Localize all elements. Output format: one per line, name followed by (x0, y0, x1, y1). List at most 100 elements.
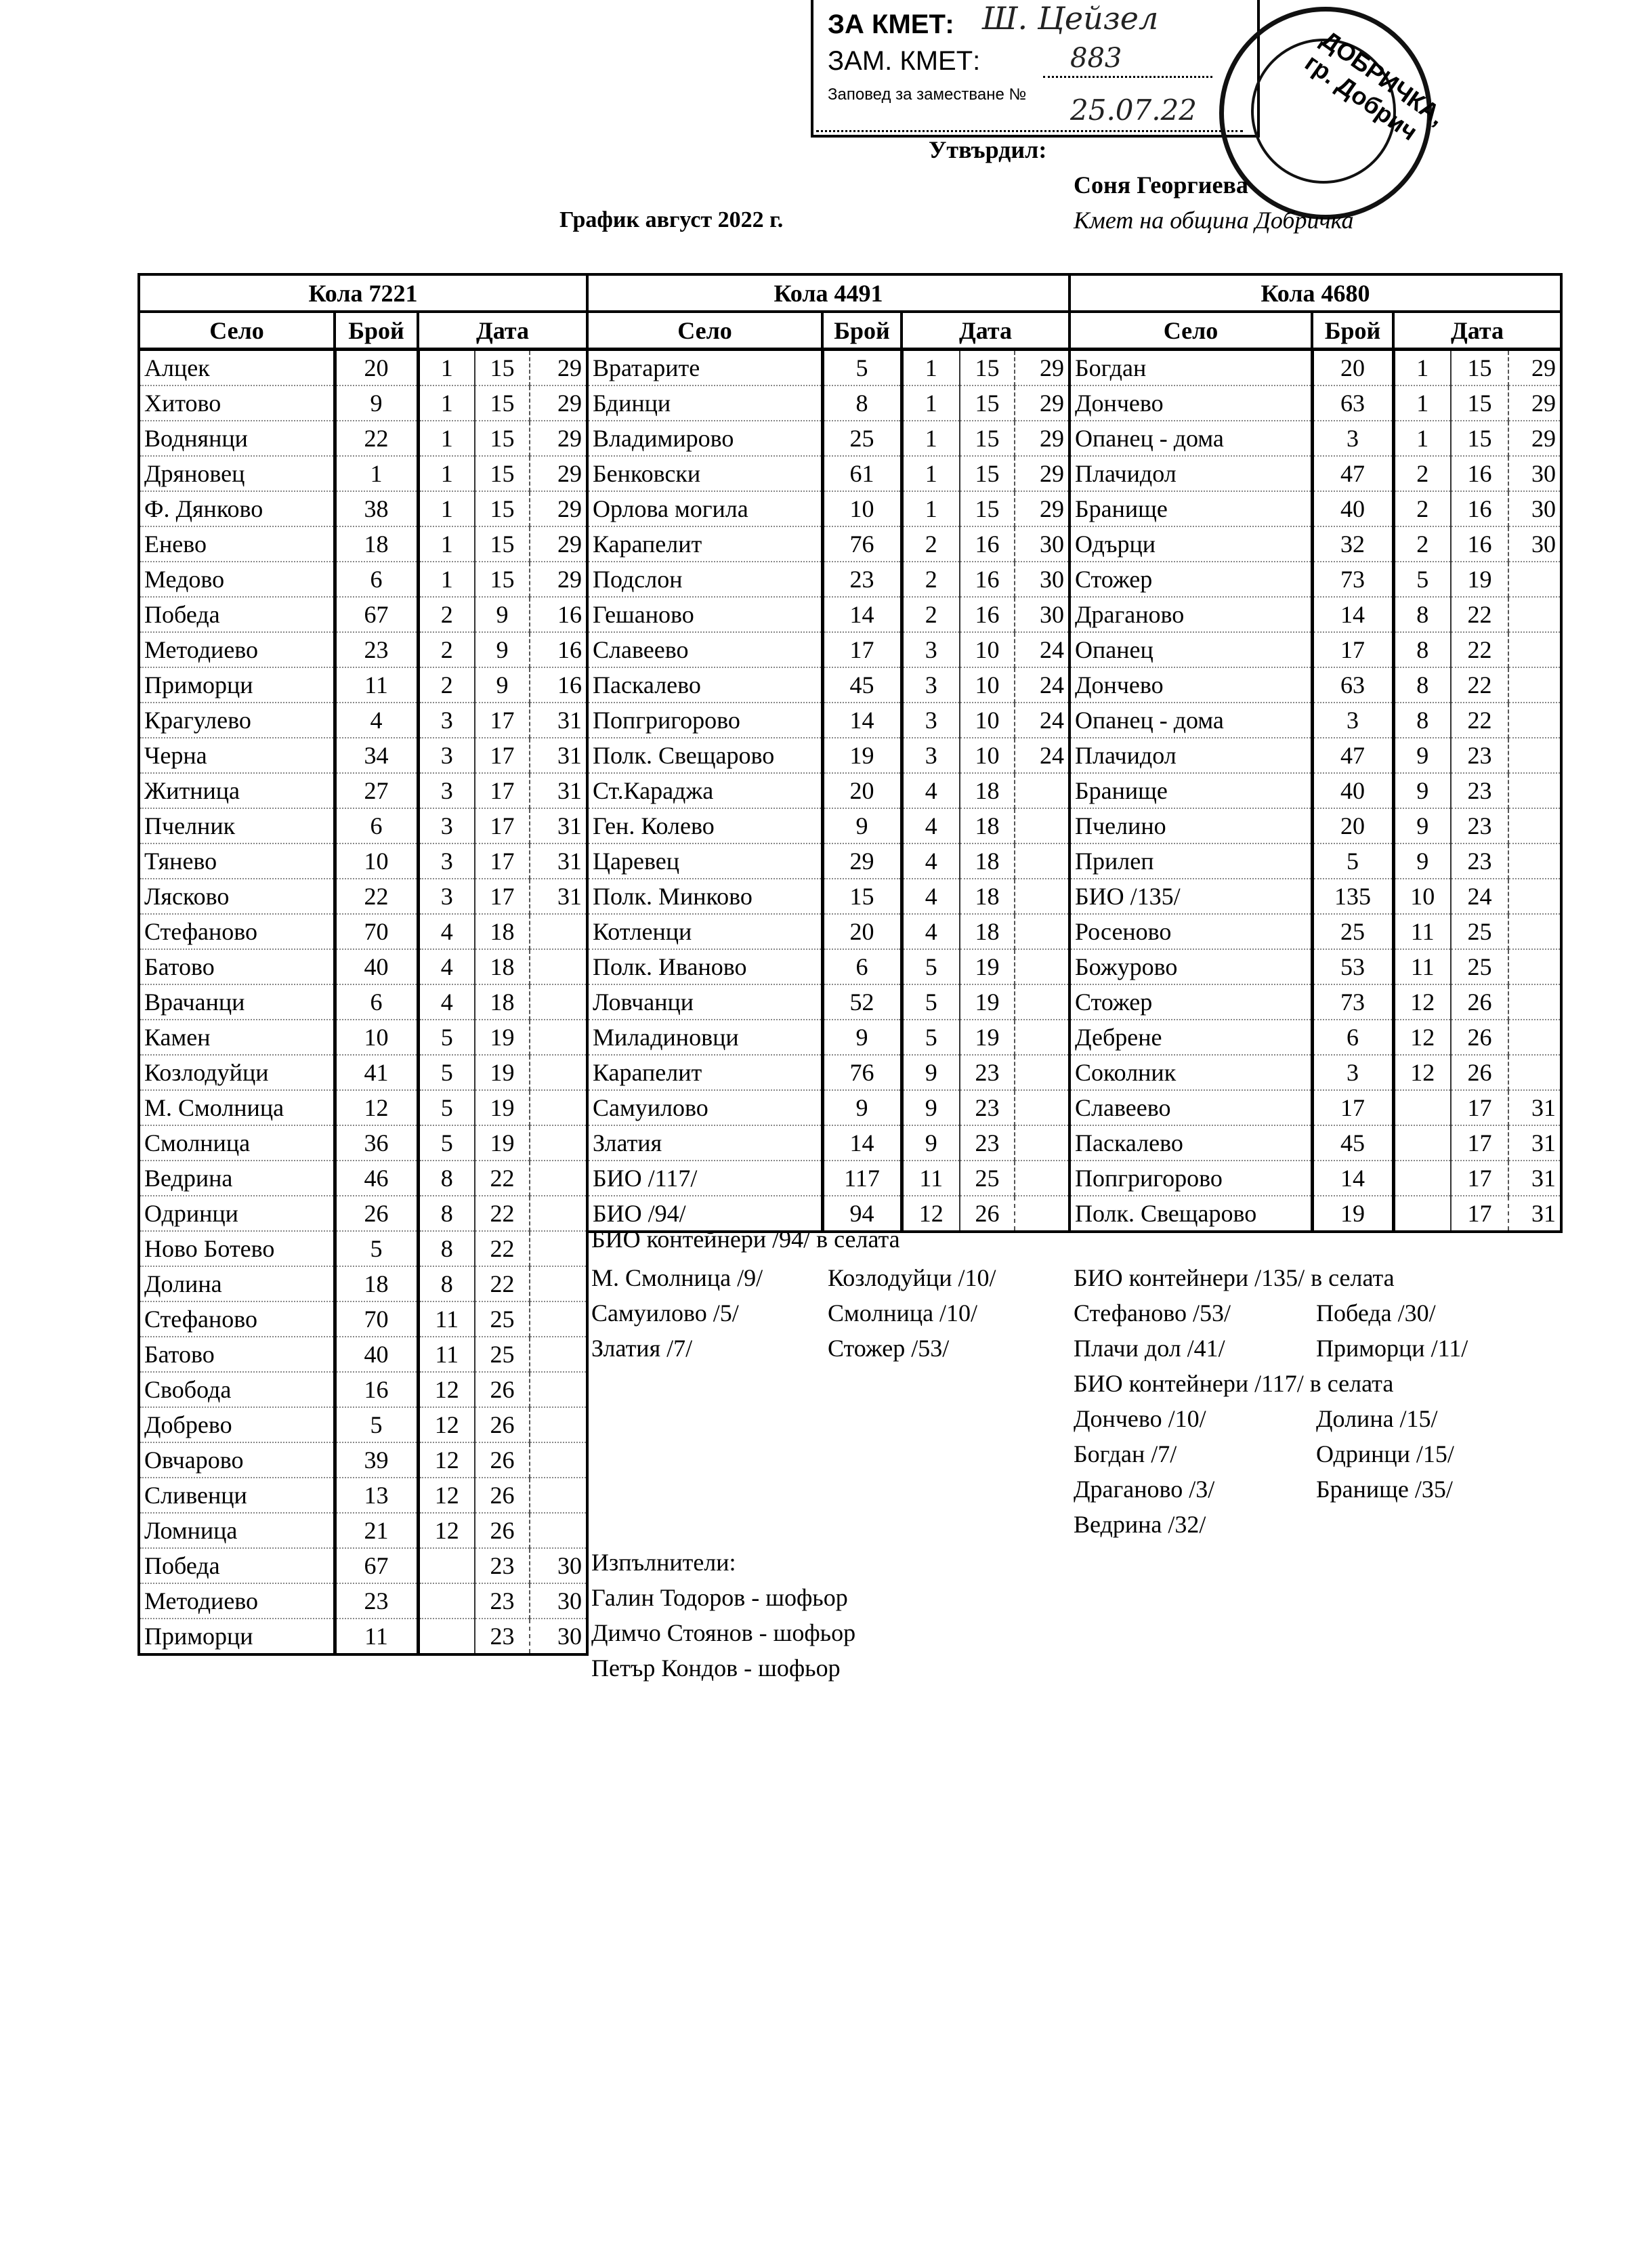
column-header-date: Дата (899, 312, 1072, 351)
village-cell: Батово (137, 949, 335, 985)
count-cell: 3 (1310, 421, 1393, 457)
date-cell-2: 15 (474, 421, 530, 457)
schedule-table-4680: Кола 4680 Село Брой Дата Богдан 20 1 15 29 Дончев… (1067, 273, 1563, 1233)
date-cell-1: 4 (416, 914, 475, 950)
bio-117-item: Ведрина /32/ (1074, 1511, 1206, 1538)
date-cell-3 (1013, 1125, 1072, 1161)
date-cell-1: 5 (899, 984, 960, 1020)
date-cell-3: 31 (528, 703, 589, 738)
count-cell: 5 (333, 1407, 418, 1443)
count-cell: 53 (1310, 949, 1393, 985)
village-cell: Приморци (137, 1619, 335, 1656)
village-cell: Полк. Свещарово (1068, 1196, 1312, 1233)
village-cell: Крагулево (137, 703, 335, 738)
vehicle-header: Кола 4680 (1067, 273, 1563, 313)
date-cell-1: 1 (416, 456, 475, 492)
count-cell: 14 (820, 597, 902, 633)
table-row: Стожер 73 5 19 (1068, 562, 1563, 598)
date-cell-1: 1 (416, 385, 475, 421)
date-cell-3 (1507, 562, 1563, 598)
date-cell-1: 4 (899, 843, 960, 879)
table-row: Сливенци 13 12 26 (137, 1478, 589, 1514)
count-cell: 17 (1310, 1090, 1393, 1126)
date-cell-2: 16 (1450, 491, 1508, 527)
village-cell: Дончево (1068, 385, 1312, 421)
table-row: Ново Ботево 5 8 22 (137, 1231, 589, 1267)
date-cell-1: 3 (416, 738, 475, 774)
village-cell: Божурово (1068, 949, 1312, 985)
village-cell: Одърци (1068, 526, 1312, 562)
date-cell-1: 3 (416, 879, 475, 915)
date-cell-3: 29 (1013, 349, 1072, 386)
table-row: БИО /94/94 12 26 (586, 1196, 1072, 1233)
date-cell-2: 18 (474, 914, 530, 950)
date-cell-3: 30 (1013, 597, 1072, 633)
village-cell: Свобода (137, 1372, 335, 1408)
date-cell-3 (528, 1478, 589, 1514)
date-cell-3: 31 (528, 773, 589, 809)
village-cell: Гешаново (586, 597, 822, 633)
count-cell: 39 (333, 1442, 418, 1478)
date-cell-1: 1 (416, 491, 475, 527)
table-row: Методиево 23 23 30 (137, 1583, 589, 1619)
table-row: Тянево 10 3 17 31 (137, 843, 589, 879)
count-cell: 23 (333, 632, 418, 668)
date-cell-3: 29 (528, 349, 589, 386)
date-cell-2: 19 (474, 1055, 530, 1091)
table-row: Славеево 17 17 31 (1068, 1090, 1563, 1126)
date-cell-1: 2 (899, 597, 960, 633)
date-cell-1 (1391, 1125, 1451, 1161)
date-cell-1 (1391, 1196, 1451, 1233)
count-cell: 14 (820, 1125, 902, 1161)
date-cell-2: 15 (474, 491, 530, 527)
date-cell-2: 17 (1450, 1090, 1508, 1126)
date-cell-3: 30 (1507, 456, 1563, 492)
table-row: Пчелник 6 3 17 31 (137, 808, 589, 844)
date-cell-1: 3 (416, 843, 475, 879)
date-cell-3 (528, 1196, 589, 1232)
date-cell-3 (1013, 773, 1072, 809)
village-cell: Подслон (586, 562, 822, 598)
date-cell-2: 25 (1450, 949, 1508, 985)
table-row: Ген. Колево 9 4 18 (586, 808, 1072, 844)
date-cell-1: 9 (1391, 738, 1451, 774)
table-row: Карапелит 76 2 16 30 (586, 526, 1072, 562)
date-cell-1: 8 (416, 1161, 475, 1196)
date-cell-3 (528, 1372, 589, 1408)
village-cell: Енево (137, 526, 335, 562)
round-seal-inner (1251, 39, 1396, 184)
table-row: Лясково 22 3 17 31 (137, 879, 589, 915)
date-cell-3 (1507, 914, 1563, 950)
date-cell-2: 23 (1450, 808, 1508, 844)
village-cell: Опанец (1068, 632, 1312, 668)
bio-135-col2: Победа /30/ Приморци /11/ (1316, 1295, 1468, 1366)
date-cell-3: 31 (1507, 1090, 1563, 1126)
column-header-date: Дата (416, 312, 589, 351)
date-cell-2: 10 (959, 703, 1015, 738)
village-cell: Дряновец (137, 456, 335, 492)
date-cell-1 (416, 1548, 475, 1584)
village-cell: Полк. Иваново (586, 949, 822, 985)
date-cell-2: 26 (959, 1196, 1015, 1233)
count-cell: 6 (820, 949, 902, 985)
table-row: Богдан 20 1 15 29 (1068, 349, 1563, 386)
village-cell: Стефаново (137, 1301, 335, 1337)
date-cell-1: 11 (416, 1301, 475, 1337)
date-cell-2: 22 (1450, 703, 1508, 738)
date-cell-1: 1 (1391, 349, 1451, 386)
schedule-table-7221: Кола 7221 Село Брой Дата Алцек 20 1 15 29 Хитово 9… (137, 273, 589, 1656)
date-cell-2: 15 (474, 385, 530, 421)
date-cell-3 (528, 1407, 589, 1443)
village-cell: Опанец - дома (1068, 421, 1312, 457)
column-header-village: Село (1068, 312, 1313, 351)
table-row: Опанец - дома 3 8 22 (1068, 703, 1563, 738)
date-cell-3 (1507, 1055, 1563, 1091)
date-cell-3: 31 (528, 808, 589, 844)
date-cell-3: 30 (1507, 526, 1563, 562)
table-row: Драганово 14 8 22 (1068, 597, 1563, 633)
date-cell-2: 26 (474, 1442, 530, 1478)
date-cell-3: 29 (528, 456, 589, 492)
vehicle-header: Кола 4491 (585, 273, 1072, 313)
count-cell: 3 (1310, 703, 1393, 738)
date-cell-1: 1 (416, 421, 475, 457)
